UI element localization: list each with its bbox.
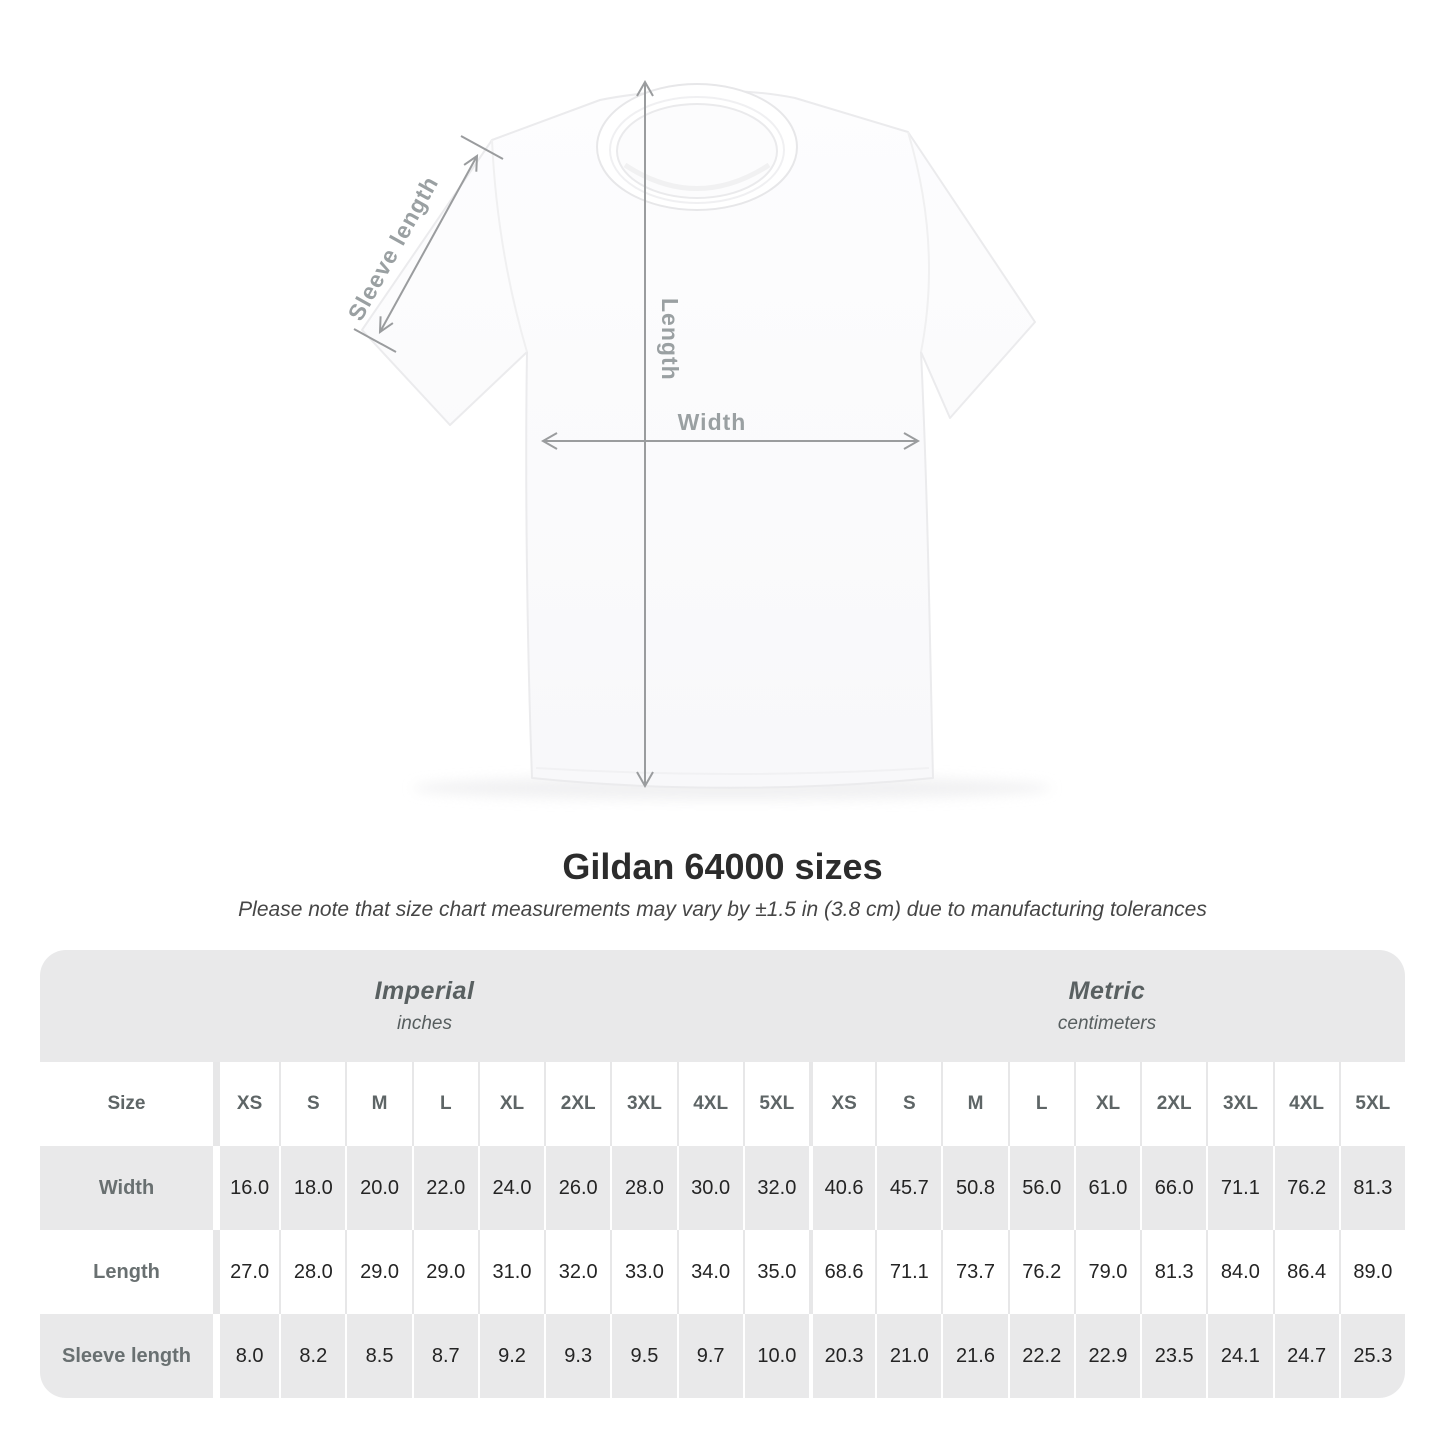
value-cell: 81.3 — [1338, 1146, 1405, 1230]
value-cell: 33.0 — [610, 1230, 677, 1314]
value-cell: 26.0 — [544, 1146, 611, 1230]
value-cell: 24.7 — [1272, 1314, 1339, 1398]
size-col-header: XS — [213, 1062, 280, 1146]
value-cell: 8.7 — [411, 1314, 478, 1398]
tolerance-note: Please note that size chart measurements… — [238, 898, 1207, 921]
value-cell: 76.2 — [1272, 1146, 1339, 1230]
value-cell: 8.2 — [279, 1314, 346, 1398]
value-cell: 89.0 — [1338, 1230, 1405, 1314]
size-header-row: Size XS S M L XL 2XL 3XL 4XL 5XL XS S M L XL 2XL 3XL 4XL… — [40, 1062, 1405, 1146]
size-table-body: Width 16.0 18.0 20.0 22.0 24.0 26.0 28.0 30.0 32.… — [40, 1146, 1405, 1398]
imperial-label: Imperial — [374, 977, 475, 1005]
value-cell: 28.0 — [279, 1230, 346, 1314]
value-cell: 71.1 — [875, 1230, 942, 1314]
value-cell: 30.0 — [676, 1146, 743, 1230]
table-row: Width 16.0 18.0 20.0 22.0 24.0 26.0 28.0 30.0 32.… — [40, 1146, 1405, 1230]
width-dimension-label: Width — [678, 409, 747, 435]
size-header: Size — [40, 1062, 213, 1146]
size-col-header: 4XL — [676, 1062, 743, 1146]
value-cell: 16.0 — [213, 1146, 280, 1230]
value-cell: 35.0 — [742, 1230, 809, 1314]
length-dimension-label: Length — [657, 298, 683, 381]
size-col-header: 4XL — [1272, 1062, 1339, 1146]
value-cell: 56.0 — [1007, 1146, 1074, 1230]
value-cell: 61.0 — [1073, 1146, 1141, 1230]
size-col-header: XS — [808, 1062, 876, 1146]
page-title: Gildan 64000 sizes — [562, 846, 883, 887]
value-cell: 50.8 — [941, 1146, 1008, 1230]
value-cell: 40.6 — [808, 1146, 876, 1230]
row-label: Width — [40, 1146, 213, 1230]
value-cell: 28.0 — [610, 1146, 677, 1230]
size-col-header: 5XL — [742, 1062, 809, 1146]
unit-band: Imperial inches Metric centimeters — [40, 950, 1405, 1062]
value-cell: 23.5 — [1140, 1314, 1207, 1398]
size-col-header: XL — [477, 1062, 545, 1146]
value-cell: 9.3 — [544, 1314, 611, 1398]
imperial-band: Imperial inches — [40, 950, 809, 1062]
value-cell: 20.3 — [808, 1314, 876, 1398]
value-cell: 68.6 — [808, 1230, 876, 1314]
size-col-header: S — [875, 1062, 942, 1146]
value-cell: 45.7 — [875, 1146, 942, 1230]
value-cell: 25.3 — [1338, 1314, 1405, 1398]
value-cell: 21.6 — [941, 1314, 1008, 1398]
table-row: Sleeve length 8.0 8.2 8.5 8.7 9.2 9.3 9.5 9.7 10.… — [40, 1314, 1405, 1398]
value-cell: 9.2 — [477, 1314, 545, 1398]
sleeve-length-dimension — [353, 135, 504, 353]
value-cell: 18.0 — [279, 1146, 346, 1230]
value-cell: 32.0 — [544, 1230, 611, 1314]
size-chart: Imperial inches Metric centimeters Size … — [40, 950, 1405, 1398]
size-col-header: S — [279, 1062, 346, 1146]
value-cell: 9.5 — [610, 1314, 677, 1398]
metric-unit: centimeters — [1057, 1013, 1157, 1034]
value-cell: 22.0 — [411, 1146, 478, 1230]
value-cell: 9.7 — [676, 1314, 743, 1398]
value-cell: 8.5 — [345, 1314, 412, 1398]
value-cell: 24.0 — [477, 1146, 545, 1230]
value-cell: 29.0 — [345, 1230, 412, 1314]
value-cell: 31.0 — [477, 1230, 545, 1314]
value-cell: 81.3 — [1140, 1230, 1207, 1314]
imperial-unit: inches — [397, 1013, 452, 1034]
row-label: Sleeve length — [40, 1314, 213, 1398]
value-cell: 84.0 — [1206, 1230, 1273, 1314]
value-cell: 32.0 — [742, 1146, 809, 1230]
value-cell: 73.7 — [941, 1230, 1008, 1314]
value-cell: 79.0 — [1073, 1230, 1141, 1314]
size-col-header: 3XL — [1206, 1062, 1273, 1146]
size-table: Size XS S M L XL 2XL 3XL 4XL 5XL XS S M L XL 2XL 3XL 4XL… — [40, 1062, 1405, 1398]
length-dimension — [636, 79, 654, 789]
size-col-header: L — [411, 1062, 478, 1146]
tshirt-image — [361, 83, 1036, 789]
value-cell: 86.4 — [1272, 1230, 1339, 1314]
value-cell: 76.2 — [1007, 1230, 1074, 1314]
size-col-header: 2XL — [1140, 1062, 1207, 1146]
table-row: Length 27.0 28.0 29.0 29.0 31.0 32.0 33.0 34.0 35… — [40, 1230, 1405, 1314]
value-cell: 24.1 — [1206, 1314, 1273, 1398]
value-cell: 22.9 — [1073, 1314, 1141, 1398]
metric-band: Metric centimeters — [809, 950, 1405, 1062]
value-cell: 10.0 — [742, 1314, 809, 1398]
value-cell: 21.0 — [875, 1314, 942, 1398]
size-col-header: 5XL — [1338, 1062, 1405, 1146]
value-cell: 71.1 — [1206, 1146, 1273, 1230]
size-col-header: L — [1007, 1062, 1074, 1146]
value-cell: 22.2 — [1007, 1314, 1074, 1398]
size-col-header: 3XL — [610, 1062, 677, 1146]
value-cell: 34.0 — [676, 1230, 743, 1314]
metric-label: Metric — [1068, 977, 1146, 1005]
size-col-header: M — [345, 1062, 412, 1146]
value-cell: 29.0 — [411, 1230, 478, 1314]
tshirt-diagram: Length Width Sleeve length — [343, 79, 1052, 800]
row-label: Length — [40, 1230, 213, 1314]
value-cell: 27.0 — [213, 1230, 280, 1314]
value-cell: 66.0 — [1140, 1146, 1207, 1230]
size-col-header: M — [941, 1062, 1008, 1146]
size-col-header: XL — [1073, 1062, 1141, 1146]
size-col-header: 2XL — [544, 1062, 611, 1146]
width-dimension — [540, 432, 921, 450]
value-cell: 20.0 — [345, 1146, 412, 1230]
value-cell: 8.0 — [213, 1314, 280, 1398]
